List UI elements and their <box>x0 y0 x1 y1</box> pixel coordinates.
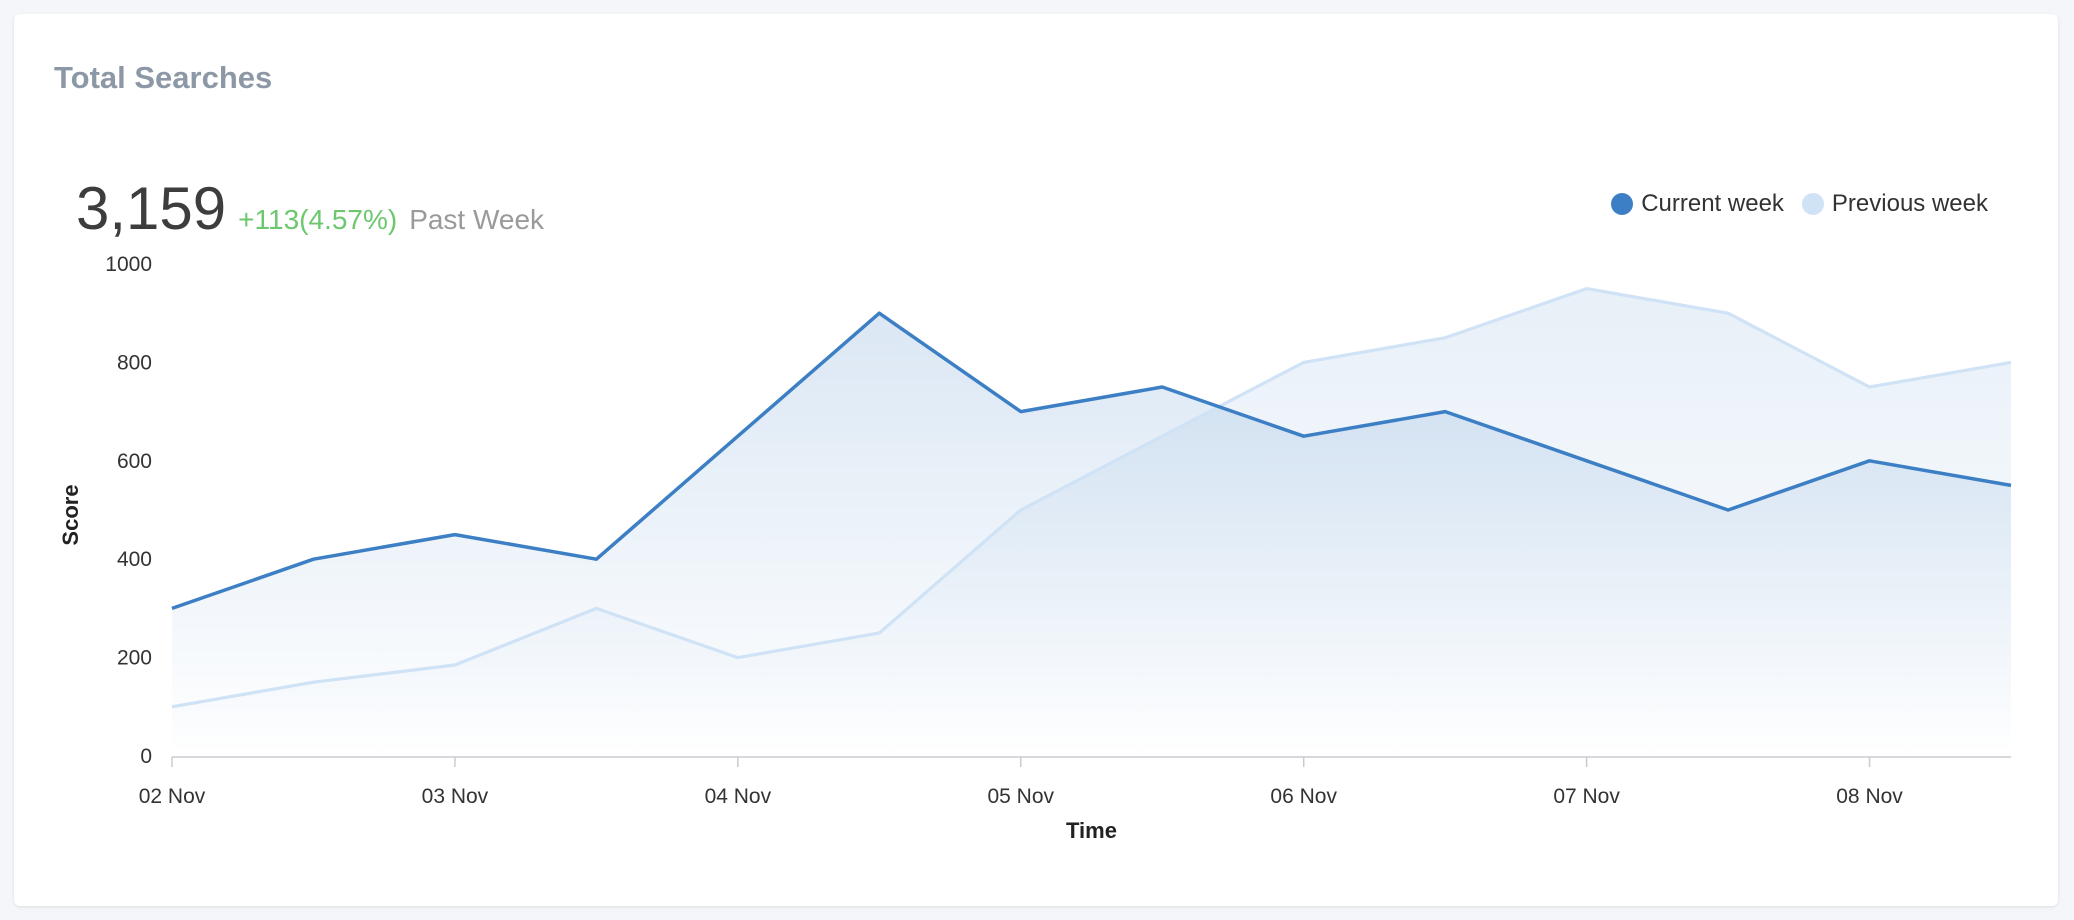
series-line-previous-week <box>171 287 2012 709</box>
legend-item-previous-week[interactable]: Previous week <box>1801 190 1988 218</box>
total-searches-card: Total Searches 3,159 +113(4.57%) Past We… <box>14 14 2058 906</box>
legend-dot-previous-week <box>1801 193 1824 215</box>
legend-label-previous-week: Previous week <box>1831 190 1988 217</box>
y-tick-label: 0 <box>140 745 152 768</box>
y-tick-label: 600 <box>117 450 152 473</box>
x-tick-label: 02 Nov <box>139 785 206 808</box>
y-tick-label: 800 <box>117 351 152 374</box>
x-tick-label: 07 Nov <box>1553 785 1620 808</box>
period-label: Past Week <box>409 204 545 235</box>
legend-label-current-week: Current week <box>1641 190 1784 217</box>
x-tick-label: 04 Nov <box>705 785 772 808</box>
card-title: Total Searches <box>54 60 273 95</box>
delta-value: +113(4.57%) <box>238 204 398 235</box>
y-tick-label: 200 <box>117 647 152 670</box>
chart-legend: Current week Previous week <box>1593 190 1988 218</box>
y-tick-label: 400 <box>117 548 152 571</box>
x-tick-label: 05 Nov <box>987 785 1054 808</box>
y-axis-title: Score <box>58 484 83 545</box>
x-axis-title: Time <box>1066 818 1117 843</box>
x-tick-label: 06 Nov <box>1270 785 1337 808</box>
x-tick-label: 08 Nov <box>1836 785 1903 808</box>
area-fill-current-week <box>172 313 2011 756</box>
y-tick-label: 1000 <box>105 253 152 276</box>
line-chart: 02 Nov 03 Nov 04 Nov 05 Nov 06 Nov 07 Nov 08 N… <box>58 253 2012 843</box>
x-tick-label: 03 Nov <box>422 785 489 808</box>
legend-dot-current-week <box>1611 193 1634 215</box>
summary: 3,159 +113(4.57%) Past Week <box>76 174 544 243</box>
total-value: 3,159 <box>76 175 227 242</box>
series-line-current-week <box>171 311 2012 611</box>
legend-item-current-week[interactable]: Current week <box>1611 190 1784 218</box>
